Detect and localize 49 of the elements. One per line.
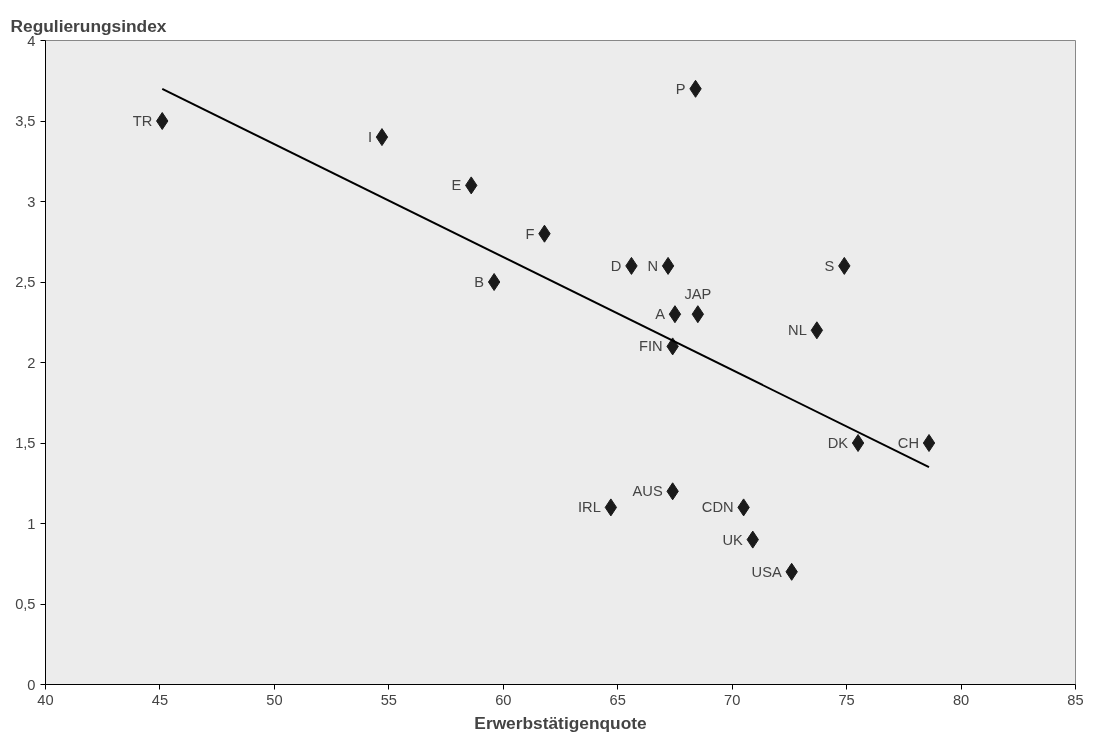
annotation: I [367,129,372,146]
annotation: JAP [684,286,712,303]
x-tick-label: 80 [952,691,970,708]
point [156,112,169,130]
point [922,434,936,452]
annotation: TR [132,113,153,129]
y-axis-title: Regulierungsindex [10,15,167,36]
y-tick-label: 0 [27,676,36,693]
annotation: FIN [639,338,663,355]
annotation: D [610,257,622,274]
annotation: S [824,257,835,274]
annotation: UK [722,531,743,548]
x-tick-label: 60 [495,691,512,708]
y-tick-label: 0,5 [15,596,36,612]
annotation: A [655,306,666,323]
y-tick-label: 1 [27,515,36,532]
annotation: F [525,225,535,242]
annotation: CH [897,435,920,451]
y-tick-label: 3,5 [15,113,36,129]
point [604,498,618,517]
annotation: USA [751,563,782,580]
point [851,434,865,452]
annotation: CDN [701,499,734,516]
x-tick-label: 85 [1067,691,1084,708]
point [668,305,682,324]
annotation: NL [788,322,807,339]
y-tick-label: 2,5 [15,274,36,290]
point [661,256,675,275]
annotation: IRL [578,499,601,516]
annotation: E [451,177,462,194]
annotation: N [647,257,659,274]
x-axis-title: Erwerbstätigenquote [474,712,648,733]
x-tick-label: 55 [380,691,397,708]
y-tick-label: 1,5 [15,435,36,451]
point [375,128,389,147]
x-tick-label: 40 [37,691,54,708]
x-tick-label: 70 [724,691,741,708]
point [810,321,824,340]
annotation: B [474,274,485,290]
x-tick-label: 65 [609,691,626,708]
point [487,273,501,291]
x-tick-label: 45 [151,691,169,708]
x-tick-label: 75 [838,691,855,708]
annotation: P [675,80,686,97]
y-tick-label: 2 [27,354,36,371]
annotation: AUS [632,483,663,500]
annotation: DK [827,435,849,451]
y-tick-label: 3 [27,193,36,210]
x-tick-label: 50 [266,691,283,708]
